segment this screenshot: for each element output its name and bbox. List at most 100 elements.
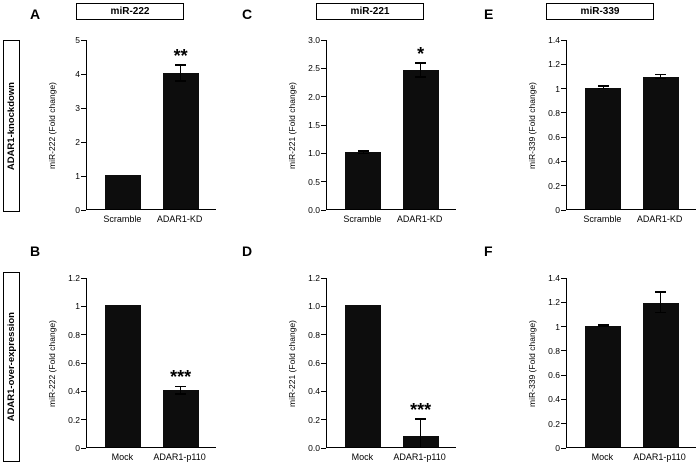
panel-letter-e: E: [484, 6, 494, 22]
x-category-label: ADAR1-KD: [396, 214, 443, 224]
error-bar-cap-top: [655, 291, 667, 293]
error-bar-cap-bottom: [415, 76, 427, 78]
y-tick-label: 0: [555, 443, 560, 453]
bar-scramble: [345, 152, 382, 209]
column-title-box-mir-222: miR-222: [76, 3, 184, 20]
y-tick-mark: [81, 419, 86, 421]
chart-panel-c: miR-221 (Fold change) 0.0 0.5 1.0 1.5 2.0 2.5…: [286, 30, 486, 235]
error-bar-cap-bottom: [655, 77, 667, 80]
row-label-knockdown: ADAR1-knockdown: [6, 81, 17, 171]
column-title-label: miR-221: [350, 6, 390, 17]
y-tick-mark: [321, 124, 326, 126]
y-tick-label: 0.0: [308, 205, 320, 215]
y-tick-mark: [561, 350, 566, 352]
y-tick-label: 0.6: [548, 132, 560, 143]
y-axis-tick-labels: 0.0 0.2 0.4 0.6 0.8 1.0 1.2: [298, 273, 324, 453]
y-tick-label: 3: [75, 103, 80, 113]
y-tick-mark: [321, 305, 326, 307]
y-tick-label: 0.2: [548, 180, 560, 191]
x-category-label: Scramble: [343, 214, 382, 224]
y-tick-mark: [81, 362, 86, 364]
bar-adar1-kd: [162, 73, 199, 209]
y-tick-mark: [561, 277, 566, 279]
y-axis-tick-labels: 0.0 0.5 1.0 1.5 2.0 2.5 3.0: [298, 35, 324, 215]
y-tick-mark: [81, 175, 86, 177]
y-tick-label: 1.5: [308, 120, 320, 130]
y-tick-label: 0: [555, 205, 560, 215]
y-tick-label: 1.2: [308, 273, 320, 283]
error-bar-cap-top: [597, 85, 609, 87]
y-tick-mark: [321, 419, 326, 421]
y-tick-mark: [321, 96, 326, 98]
y-tick-label: 0.4: [548, 156, 560, 167]
y-tick-label: 0.8: [68, 329, 80, 340]
y-tick-mark: [321, 362, 326, 364]
bar-adar1-p110: [642, 302, 679, 447]
error-bar: [362, 150, 365, 155]
error-bar-cap-top: [655, 73, 667, 76]
y-tick-mark: [561, 112, 566, 114]
error-bar-cap-bottom: [597, 87, 609, 90]
error-bar: [602, 85, 605, 90]
y-tick-mark: [81, 334, 86, 336]
panel-letter-d: D: [242, 243, 253, 259]
y-tick-label: 0.8: [308, 329, 320, 340]
error-bar-cap-top: [175, 385, 187, 388]
y-tick-mark: [561, 88, 566, 90]
y-tick-label: 1.4: [548, 35, 560, 45]
y-tick-mark: [321, 209, 326, 211]
error-bar-cap-top: [597, 323, 609, 326]
x-category-label: Mock: [351, 452, 374, 462]
y-tick-label: 0.8: [548, 345, 560, 356]
y-tick-label: 4: [75, 69, 80, 79]
x-category-label: ADAR1-p110: [633, 452, 686, 462]
y-tick-mark: [321, 152, 326, 154]
chart-panel-a: miR-222 (Fold change) 0 1 2 3 4 5 ** Scramble…: [46, 30, 246, 235]
error-bar-cap-bottom: [655, 311, 667, 314]
y-tick-mark: [321, 447, 326, 449]
x-category-label: ADAR1-p110: [393, 452, 446, 462]
panel-letter-f: F: [484, 243, 493, 259]
error-bar: [419, 62, 422, 78]
y-tick-label: 0.4: [308, 386, 320, 397]
error-bar: [179, 64, 182, 82]
error-bar: [659, 291, 662, 314]
bar-scramble: [585, 87, 622, 209]
y-tick-label: 0.6: [68, 358, 80, 368]
panel-letter-a: A: [30, 6, 41, 22]
y-tick-mark: [81, 305, 86, 307]
bar-adar1-p110: [162, 390, 199, 447]
y-tick-label: 5: [75, 35, 80, 45]
plot-area: ***: [321, 277, 456, 449]
y-tick-mark: [321, 67, 326, 69]
y-tick-label: 0: [75, 443, 80, 453]
error-bar-cap-top: [175, 64, 187, 66]
y-tick-label: 0.2: [308, 414, 320, 425]
y-tick-label: 1: [555, 321, 560, 332]
x-category-label: ADAR1-p110: [153, 452, 206, 462]
y-tick-label: 0.8: [548, 107, 560, 118]
chart-panel-d: miR-221 (Fold change) 0.0 0.2 0.4 0.6 0.8 1.0…: [286, 268, 486, 469]
column-title-box-mir-221: miR-221: [316, 3, 424, 20]
y-tick-mark: [321, 390, 326, 392]
chart-panel-b: miR-222 (Fold change) 0 0.2 0.4 0.6 0.8 1 1.2 …: [46, 268, 246, 469]
y-tick-label: 2: [75, 137, 80, 147]
error-bar: [659, 74, 662, 80]
y-tick-label: 1: [555, 83, 560, 94]
error-bar-cap-bottom: [357, 152, 369, 155]
plot-area: **: [81, 39, 216, 211]
x-category-label: Mock: [111, 452, 134, 462]
row-label-box-knockdown: ADAR1-knockdown: [3, 40, 20, 212]
y-tick-mark: [81, 209, 86, 211]
column-title-box-mir-339: miR-339: [546, 3, 654, 20]
y-axis-title: miR-222 (Fold change): [46, 40, 58, 210]
y-tick-mark: [321, 39, 326, 41]
y-tick-mark: [81, 447, 86, 449]
y-axis-title-text: miR-339 (Fold change): [527, 81, 537, 169]
plot-area: [561, 39, 696, 211]
bar-adar1-kd: [642, 76, 679, 209]
y-tick-label: 1.0: [308, 301, 320, 312]
x-category-label: Scramble: [103, 214, 142, 224]
bar-mock: [345, 305, 382, 447]
row-label-box-overexpression: ADAR1-over-expression: [3, 272, 20, 462]
